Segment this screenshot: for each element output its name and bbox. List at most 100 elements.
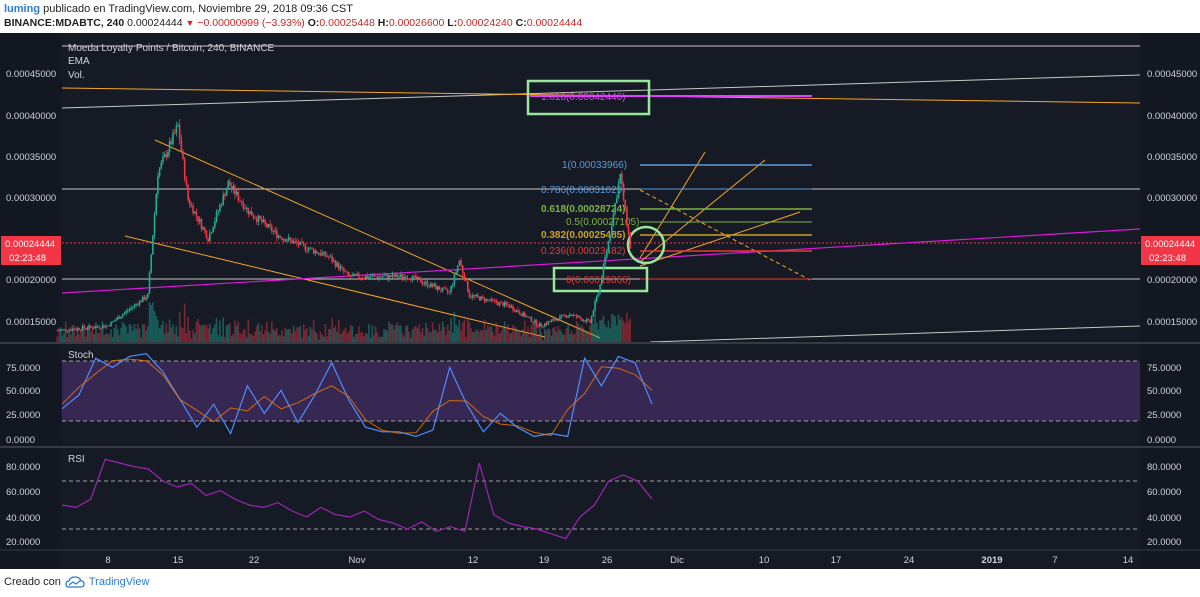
candle-body xyxy=(589,319,591,323)
author-name[interactable]: luming xyxy=(4,3,41,15)
volume-bar xyxy=(271,321,273,342)
candle-body xyxy=(170,141,173,145)
volume-bar xyxy=(130,325,132,342)
candle-body xyxy=(399,274,402,277)
candle-body xyxy=(235,191,238,195)
candle-body xyxy=(461,265,464,274)
volume-bar xyxy=(480,329,482,342)
current-price-left: 0.00024444 xyxy=(5,239,55,250)
candle-body xyxy=(560,315,563,317)
candle-body xyxy=(545,323,548,325)
volume-bar xyxy=(311,329,313,342)
candle-body xyxy=(611,225,613,235)
highlight-box-top[interactable] xyxy=(526,79,651,116)
time-axis[interactable]: 8 15 22 Nov 12 19 26 Dic 10 17 24 2019 7… xyxy=(0,549,1200,566)
candle-body xyxy=(108,325,111,327)
last-price: 0.00024444 xyxy=(127,17,183,29)
candle-body xyxy=(224,194,226,197)
volume-bar xyxy=(198,324,201,342)
price-tick-left: 0.00045000 xyxy=(6,69,56,80)
volume-bar xyxy=(413,327,415,342)
candle-body xyxy=(58,330,60,332)
volume-bar xyxy=(235,325,238,342)
volume-series xyxy=(56,302,632,342)
volume-bar xyxy=(289,329,292,342)
volume-bar xyxy=(396,322,399,342)
volume-bar xyxy=(535,324,538,342)
candle-body xyxy=(441,287,444,291)
candle-body xyxy=(182,151,184,160)
stoch-pane[interactable]: Stoch 75.0000 50.0000 25.0000 0.0000 75.… xyxy=(6,350,1181,446)
volume-bar xyxy=(470,328,472,342)
candle-body xyxy=(425,281,427,284)
candle-body xyxy=(267,224,270,228)
candle-body xyxy=(304,244,307,250)
candle-body xyxy=(574,314,576,316)
candle-body xyxy=(90,325,92,328)
candle-body xyxy=(450,286,452,293)
candle-body xyxy=(319,253,322,256)
candle-body xyxy=(274,230,276,232)
price-tick-right: 0.00040000 xyxy=(1147,111,1197,122)
volume-bar xyxy=(292,325,295,342)
volume-bar xyxy=(572,334,575,342)
volume-bar xyxy=(415,325,417,342)
rsi-tick-right: 80.0000 xyxy=(1147,462,1181,473)
volume-bar xyxy=(428,331,431,342)
candle-body xyxy=(63,329,65,330)
volume-bar xyxy=(363,336,365,342)
price-tick-left: 0.00020000 xyxy=(6,275,56,286)
candle-body xyxy=(282,238,285,240)
rsi-pane[interactable]: RSI 80.0000 60.0000 40.0000 20.0000 80.0… xyxy=(6,454,1181,548)
candle-body xyxy=(222,194,225,206)
volume-bar xyxy=(177,336,179,342)
price-pane[interactable]: 1.618(0.00042446) 1(0.00033966) 0.786(0.… xyxy=(61,43,1141,343)
volume-bar xyxy=(547,328,549,342)
volume-bar xyxy=(307,336,310,342)
candle-body xyxy=(518,312,521,315)
candle-body xyxy=(307,248,310,251)
volume-bar xyxy=(142,324,144,342)
candle-body xyxy=(420,278,422,283)
candle-body xyxy=(259,215,261,220)
candle-body xyxy=(358,273,360,278)
volume-bar xyxy=(306,327,308,342)
volume-bar xyxy=(66,337,69,342)
candle-body xyxy=(61,329,64,331)
candle-body xyxy=(405,276,407,280)
candle-body xyxy=(617,183,620,199)
volume-bar xyxy=(348,331,350,342)
highlight-circle[interactable] xyxy=(626,225,666,265)
volume-bar xyxy=(118,335,121,342)
volume-bar xyxy=(595,322,598,342)
candle-body xyxy=(585,319,588,322)
candle-body xyxy=(291,239,293,244)
volume-bar xyxy=(85,336,87,342)
candle-body xyxy=(98,326,101,329)
volume-bar xyxy=(70,334,72,342)
time-tick: 24 xyxy=(904,555,915,566)
volume-bar xyxy=(611,313,613,342)
candle-body xyxy=(294,241,297,242)
volume-bar xyxy=(108,334,111,342)
volume-bar xyxy=(532,325,534,342)
volume-bar xyxy=(341,332,343,342)
fib-label-0: 0(0.00019866) xyxy=(566,275,631,286)
tradingview-link[interactable]: TradingView xyxy=(88,576,150,588)
volume-bar xyxy=(178,312,181,342)
volume-bar xyxy=(162,321,164,342)
volume-bar xyxy=(75,335,77,342)
candle-body xyxy=(401,274,404,279)
countdown-left: 02:23:48 xyxy=(9,253,46,264)
volume-bar xyxy=(120,327,122,342)
candle-body xyxy=(172,132,174,145)
volume-bar xyxy=(95,322,97,342)
candle-body xyxy=(78,328,80,330)
candle-body xyxy=(495,300,498,303)
candle-body xyxy=(332,260,335,262)
candle-body xyxy=(118,317,121,319)
volume-bar xyxy=(197,318,199,342)
candle-body xyxy=(575,314,578,318)
candle-body xyxy=(453,274,456,285)
